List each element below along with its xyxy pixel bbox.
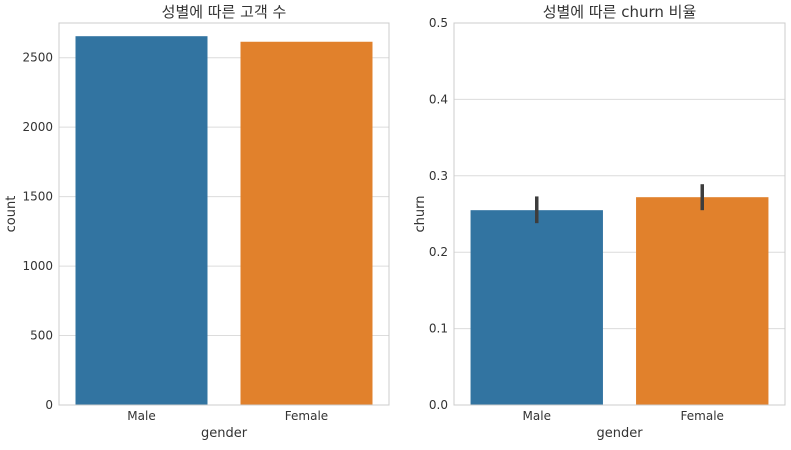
y-tick-label: 2000 [22, 120, 53, 134]
y-tick-label: 0.5 [429, 16, 448, 30]
bar-female [240, 41, 373, 406]
count-chart-panel: 0 500 1000 1500 2000 2500 Male Female 성별에 따른 고객 … [4, 3, 390, 441]
x-tick-label: Male [127, 409, 155, 423]
y-tick-label: 1000 [22, 259, 53, 273]
bar-male [75, 36, 208, 406]
bar-female [636, 197, 769, 405]
chart-title: 성별에 따른 churn 비율 [543, 3, 697, 21]
churn-chart-panel: 0.0 0.1 0.2 0.3 0.4 0.5 Male Female 성별에 따른 churn… [413, 3, 786, 441]
y-tick-label: 0.1 [429, 322, 448, 336]
plot-frame [58, 22, 390, 406]
y-tick-label: 0.3 [429, 169, 448, 183]
x-tick-label: Female [681, 409, 724, 423]
y-tick-label: 1500 [22, 190, 53, 204]
y-tick-label: 0.4 [429, 92, 448, 106]
y-tick-label: 0 [45, 398, 53, 412]
x-tick-label: Female [285, 409, 328, 423]
y-tick-label: 2500 [22, 51, 53, 65]
y-axis-label: count [4, 196, 19, 233]
y-tick-label: 0.2 [429, 245, 448, 259]
plot-frame [453, 22, 786, 406]
y-axis-label: churn [413, 196, 428, 233]
y-tick-label: 500 [30, 329, 53, 343]
x-axis-label: gender [596, 426, 643, 441]
y-tick-label: 0.0 [429, 398, 448, 412]
x-axis-label: gender [201, 426, 248, 441]
chart-title: 성별에 따른 고객 수 [162, 3, 287, 21]
x-tick-label: Male [523, 409, 551, 423]
bar-male [470, 210, 603, 405]
